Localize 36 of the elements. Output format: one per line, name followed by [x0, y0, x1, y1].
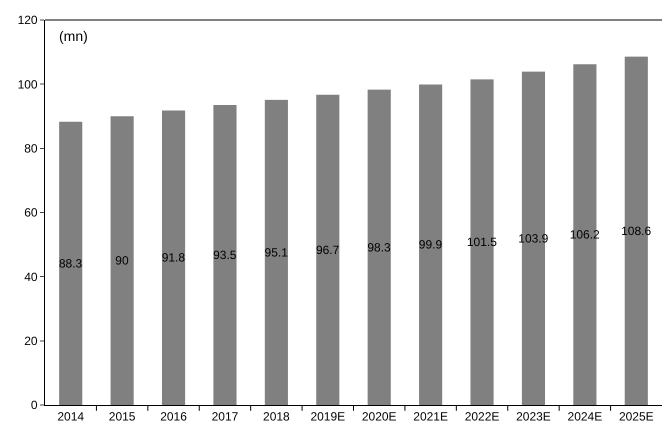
bar [213, 105, 237, 405]
data-label: 95.1 [264, 245, 288, 260]
x-tick-label: 2023E [516, 409, 551, 424]
data-label: 88.3 [58, 256, 83, 270]
x-tick-label: 2024E [568, 409, 602, 424]
x-tick-label: 2020E [362, 409, 397, 424]
x-tick-label: 2015 [108, 409, 136, 424]
data-label: 98.3 [367, 240, 392, 254]
bar [368, 90, 391, 405]
x-tick-label: 2022E [464, 409, 500, 424]
y-tick-label: 100 [18, 77, 38, 92]
data-label: 99.9 [418, 238, 442, 252]
y-tick-label: 120 [18, 13, 38, 28]
y-tick-label: 20 [24, 334, 38, 348]
data-label: 91.8 [162, 250, 186, 265]
x-tick-label: 2021E [413, 409, 448, 424]
x-tick-label: 2025E [618, 409, 654, 424]
bar [59, 122, 82, 405]
y-tick-label: 80 [24, 142, 38, 156]
data-label: 90 [115, 254, 129, 268]
data-label: 96.7 [316, 242, 340, 257]
x-tick-label: 2017 [212, 409, 239, 424]
bar [110, 116, 134, 405]
bar [316, 94, 340, 405]
x-tick-label: 2014 [57, 409, 84, 424]
y-tick-label: 60 [24, 206, 38, 220]
x-tick-label: 2018 [263, 409, 290, 424]
y-tick-label: 0 [30, 398, 38, 412]
bar [162, 110, 186, 405]
bar [419, 84, 442, 405]
data-label: 93.5 [213, 248, 237, 262]
bar [264, 100, 288, 405]
x-tick-label: 2016 [160, 409, 188, 424]
y-tick-label: 40 [24, 270, 38, 284]
x-tick-label: 2019E [310, 409, 346, 424]
annotation: (mn) [59, 28, 88, 44]
